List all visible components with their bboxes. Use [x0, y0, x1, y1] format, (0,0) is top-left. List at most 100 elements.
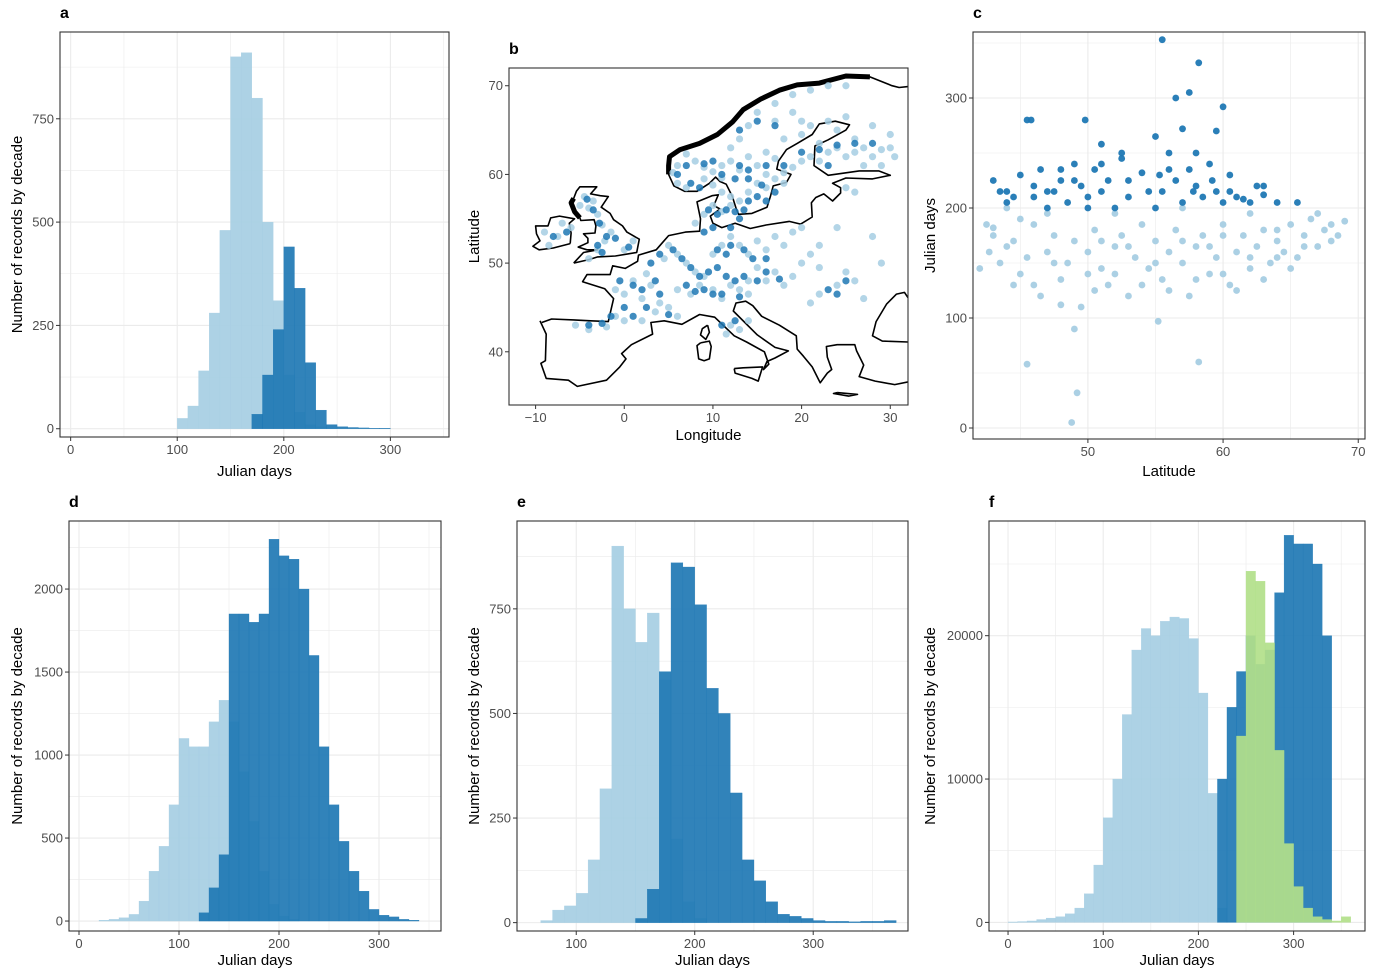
- histogram-bar: [251, 97, 263, 429]
- histogram-bar: [218, 854, 230, 922]
- scatter-point: [762, 197, 770, 205]
- scatter-point: [673, 179, 682, 187]
- histogram-bar: [1093, 864, 1104, 923]
- scatter-point: [1294, 254, 1301, 261]
- axis-ticks: 0 100 200 300 0 250 500 750: [32, 111, 401, 457]
- scatter-point: [1212, 127, 1220, 135]
- histogram-bar: [1141, 628, 1151, 923]
- x-tick-label: 0: [67, 442, 74, 457]
- histogram-bar: [238, 613, 250, 922]
- histogram-bar: [198, 912, 210, 922]
- coastline: [696, 340, 712, 362]
- scatter-point: [1098, 140, 1105, 148]
- scatter-point: [607, 228, 615, 236]
- coastline: [733, 366, 764, 382]
- scatter-point: [1125, 292, 1132, 300]
- scatter-point: [567, 224, 575, 232]
- scatter-point: [1273, 226, 1281, 234]
- histogram-bar: [552, 909, 565, 923]
- y-tick-label: 0: [56, 914, 63, 929]
- scatter-point: [1084, 248, 1092, 256]
- scatter-point: [735, 293, 744, 301]
- histogram-bar: [836, 921, 849, 923]
- scatter-point: [798, 117, 806, 125]
- scatter-point: [815, 263, 823, 272]
- histogram-bar: [1226, 707, 1237, 923]
- histogram-bar: [647, 889, 660, 923]
- histogram-bar: [706, 688, 719, 923]
- scatter-point: [1057, 301, 1065, 309]
- scatter-point: [762, 255, 770, 263]
- scatter-point: [1010, 281, 1017, 289]
- histogram-bar: [1312, 916, 1323, 923]
- scatter-point: [642, 270, 651, 278]
- scatter-point: [696, 281, 704, 289]
- scatter-point: [1165, 248, 1173, 256]
- histogram-bar: [564, 905, 577, 923]
- scatter-point: [1070, 177, 1078, 184]
- scatter-point: [886, 144, 894, 152]
- histogram-bar: [118, 917, 130, 922]
- histogram-bar: [251, 414, 263, 429]
- scatter-point: [727, 232, 735, 241]
- scatter-point: [1206, 160, 1213, 168]
- x-tick-label: 200: [273, 442, 295, 457]
- scatter-point: [696, 272, 704, 281]
- scatter-point: [1280, 248, 1288, 256]
- y-tick-label: 1500: [34, 665, 63, 680]
- histogram-bar: [348, 871, 360, 922]
- y-tick-label: 100: [945, 311, 967, 326]
- histogram-bar: [241, 52, 252, 429]
- scatter-point: [1219, 221, 1227, 228]
- scatter-point: [1030, 281, 1038, 289]
- coastline: [532, 215, 576, 251]
- scatter-point: [833, 290, 841, 298]
- histogram-bar: [1084, 893, 1094, 923]
- scatter-point: [1073, 389, 1081, 397]
- scatter-point: [713, 210, 721, 218]
- scatter-point: [1233, 287, 1240, 294]
- scatter-point: [1165, 287, 1173, 294]
- scatter-point: [620, 317, 628, 325]
- histogram-bar: [128, 914, 140, 922]
- scatter-point: [656, 250, 664, 258]
- scatter-point: [620, 290, 628, 298]
- y-tick-label: 200: [945, 201, 967, 216]
- scatter-point: [669, 246, 677, 254]
- scatter-point: [709, 157, 717, 165]
- scatter-point: [709, 201, 717, 210]
- scatter-point: [762, 268, 770, 276]
- scatter-point: [656, 290, 664, 298]
- histogram-bar: [1322, 635, 1332, 923]
- histogram-bar: [294, 288, 306, 429]
- scatter-point: [789, 163, 797, 171]
- scatter-point: [989, 232, 997, 239]
- scatter-point: [983, 221, 990, 228]
- scatter-point: [842, 184, 850, 192]
- histogram-bar: [188, 746, 200, 922]
- scatter-point: [638, 317, 646, 325]
- scatter-point: [1125, 193, 1132, 201]
- scatter-point: [815, 145, 823, 154]
- scatter-point: [753, 237, 761, 245]
- scatter-point: [583, 195, 591, 203]
- scatter-point: [1030, 193, 1038, 201]
- histogram-bar: [599, 788, 612, 923]
- scatter-point: [771, 154, 779, 163]
- scatter-point: [824, 117, 832, 125]
- y-axis-title: Number of records by decade: [466, 627, 483, 825]
- scatter-point: [1239, 232, 1247, 239]
- scatter-point: [1246, 254, 1254, 261]
- scatter-point: [740, 272, 748, 281]
- scatter-point: [700, 160, 708, 168]
- scatter-point: [1030, 221, 1038, 228]
- scatter-point: [1246, 210, 1254, 217]
- scatter-point: [771, 122, 779, 130]
- scatter-point: [589, 197, 597, 205]
- histogram-bar: [148, 871, 160, 922]
- histogram-bar: [168, 804, 180, 922]
- panel-c: 50 60 70 0 100 200 300 Latitude Julian days c: [922, 5, 1366, 480]
- scatter-point: [731, 277, 739, 285]
- scatter-point: [735, 241, 744, 249]
- histogram-bar: [1341, 916, 1351, 923]
